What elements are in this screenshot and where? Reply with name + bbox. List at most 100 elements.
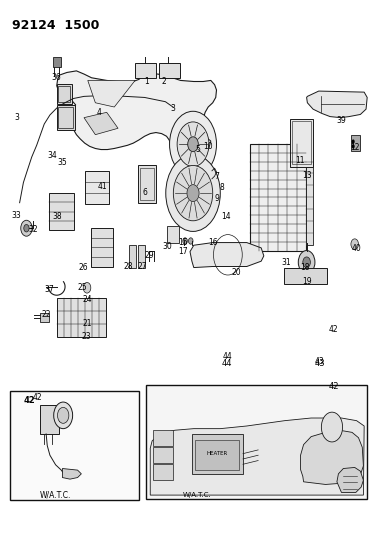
Text: 11: 11 bbox=[295, 156, 304, 165]
Bar bbox=[91, 228, 113, 266]
Bar bbox=[146, 385, 367, 499]
Text: 16: 16 bbox=[208, 238, 218, 247]
Polygon shape bbox=[190, 243, 264, 268]
Text: HEATER: HEATER bbox=[206, 451, 228, 456]
Text: 2: 2 bbox=[161, 77, 166, 86]
Text: 42: 42 bbox=[329, 382, 339, 391]
Bar bbox=[153, 447, 173, 463]
Text: W/A.T.C.: W/A.T.C. bbox=[40, 490, 71, 499]
Text: 26: 26 bbox=[78, 263, 88, 272]
Bar bbox=[153, 430, 173, 446]
Text: 17: 17 bbox=[178, 247, 188, 256]
Bar bbox=[53, 57, 61, 67]
Circle shape bbox=[352, 144, 355, 149]
Text: 31: 31 bbox=[282, 258, 291, 266]
Circle shape bbox=[83, 282, 91, 293]
Circle shape bbox=[298, 251, 315, 274]
Text: 20: 20 bbox=[232, 269, 241, 277]
Bar bbox=[135, 63, 156, 78]
Text: 3: 3 bbox=[171, 103, 176, 112]
Text: 23: 23 bbox=[81, 332, 91, 341]
Bar bbox=[85, 171, 109, 204]
Text: 43: 43 bbox=[315, 359, 325, 368]
Polygon shape bbox=[301, 430, 363, 484]
Bar bbox=[58, 107, 73, 128]
Text: 13: 13 bbox=[302, 171, 312, 180]
Polygon shape bbox=[62, 469, 81, 479]
Text: 29: 29 bbox=[145, 252, 154, 260]
Circle shape bbox=[173, 165, 213, 221]
Bar bbox=[138, 245, 144, 268]
Text: 39: 39 bbox=[337, 116, 346, 125]
Text: 22: 22 bbox=[41, 310, 51, 319]
Text: 44: 44 bbox=[222, 352, 232, 361]
Bar bbox=[57, 298, 106, 337]
Bar bbox=[306, 150, 313, 245]
Circle shape bbox=[24, 224, 29, 232]
Text: 35: 35 bbox=[57, 158, 67, 167]
Bar bbox=[292, 122, 311, 164]
Text: 9: 9 bbox=[214, 195, 219, 204]
Text: 42: 42 bbox=[329, 325, 339, 334]
Polygon shape bbox=[307, 91, 367, 118]
Polygon shape bbox=[57, 71, 217, 165]
Circle shape bbox=[86, 302, 91, 308]
Text: 8: 8 bbox=[220, 183, 225, 192]
Bar bbox=[250, 144, 306, 251]
Circle shape bbox=[21, 220, 32, 236]
Bar bbox=[49, 193, 74, 230]
Bar bbox=[290, 119, 313, 166]
Circle shape bbox=[321, 412, 343, 442]
Text: 19: 19 bbox=[302, 277, 312, 286]
Bar bbox=[40, 313, 49, 322]
Text: 32: 32 bbox=[28, 225, 38, 234]
Circle shape bbox=[351, 239, 358, 249]
Text: 21: 21 bbox=[82, 319, 92, 328]
Bar bbox=[284, 268, 328, 284]
Text: 37: 37 bbox=[44, 285, 54, 294]
Bar bbox=[10, 391, 139, 500]
Circle shape bbox=[188, 137, 198, 152]
Text: 15: 15 bbox=[178, 238, 188, 247]
Bar bbox=[57, 84, 72, 104]
Bar bbox=[192, 434, 243, 474]
Text: 10: 10 bbox=[203, 142, 213, 151]
Circle shape bbox=[57, 407, 69, 423]
Bar bbox=[195, 440, 239, 470]
Text: 5: 5 bbox=[195, 145, 200, 154]
Text: 30: 30 bbox=[162, 242, 172, 251]
Polygon shape bbox=[88, 80, 135, 107]
Text: 40: 40 bbox=[352, 244, 361, 253]
Text: 27: 27 bbox=[138, 262, 147, 271]
Text: 6: 6 bbox=[142, 188, 147, 197]
Text: 4: 4 bbox=[97, 108, 101, 117]
Text: 24: 24 bbox=[82, 295, 92, 304]
Polygon shape bbox=[337, 467, 363, 492]
Text: 34: 34 bbox=[47, 151, 57, 160]
Text: 33: 33 bbox=[12, 211, 22, 220]
Bar bbox=[153, 464, 173, 480]
Circle shape bbox=[352, 140, 355, 144]
Text: 7: 7 bbox=[214, 172, 219, 181]
Circle shape bbox=[166, 155, 220, 231]
Text: 42: 42 bbox=[23, 396, 35, 405]
Text: 38: 38 bbox=[52, 212, 62, 221]
Circle shape bbox=[303, 257, 310, 268]
Circle shape bbox=[177, 122, 209, 166]
Bar bbox=[159, 63, 180, 78]
Text: 36: 36 bbox=[52, 72, 62, 82]
Bar bbox=[130, 245, 136, 268]
Circle shape bbox=[54, 402, 73, 429]
Text: 25: 25 bbox=[77, 283, 87, 292]
Bar bbox=[58, 86, 70, 102]
Polygon shape bbox=[150, 418, 364, 495]
Text: 44: 44 bbox=[222, 359, 232, 368]
Bar bbox=[139, 168, 154, 200]
Bar bbox=[350, 135, 360, 151]
Text: 3: 3 bbox=[14, 113, 19, 122]
Polygon shape bbox=[84, 112, 118, 135]
Text: 14: 14 bbox=[221, 212, 230, 221]
Bar bbox=[57, 105, 75, 131]
Text: 41: 41 bbox=[98, 182, 108, 191]
Text: W/A.T.C.: W/A.T.C. bbox=[182, 492, 211, 498]
